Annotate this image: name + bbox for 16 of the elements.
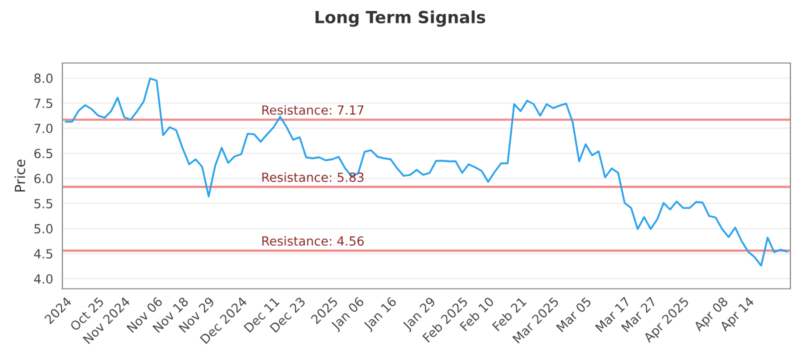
- y-tick-label: 7.5: [34, 98, 52, 108]
- y-tick-label: 8.0: [34, 74, 53, 83]
- ref-line-label: Resistance: 5.83: [262, 172, 364, 182]
- y-tick-label: 6.5: [34, 148, 52, 158]
- y-tick-label: 6.0: [34, 174, 53, 184]
- y-tick-label: 5.5: [34, 199, 52, 208]
- chart-title: Long Term Signals: [316, 10, 486, 27]
- y-tick-label: 5.0: [34, 224, 53, 234]
- ref-line-label: Resistance: 7.17: [262, 105, 364, 115]
- y-tick-label: 4.5: [34, 249, 52, 259]
- y-tick-label: 4.0: [34, 274, 53, 284]
- line-series: [64, 78, 788, 267]
- ref-line-label: Resistance: 4.56: [262, 236, 364, 246]
- y-tick-label: 7.0: [34, 124, 53, 134]
- x-tick-label: Jan 16: [362, 296, 399, 332]
- y-axis-title: Price: [14, 160, 26, 192]
